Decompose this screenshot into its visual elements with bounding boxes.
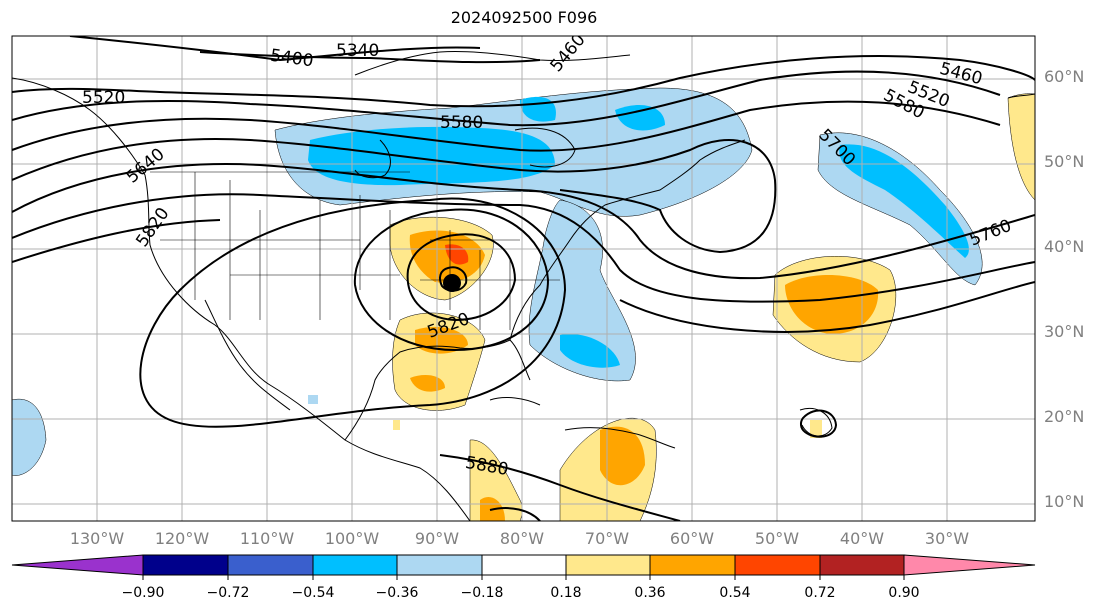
lon-label: 100°W [324,529,380,548]
lon-label: 80°W [499,529,545,548]
lat-label: 10°N [1044,492,1085,511]
gridlines [12,36,1035,521]
colorbar-tick-label: −0.72 [206,585,250,601]
lon-label: 90°W [414,529,460,548]
colorbar-tick-label: 0.18 [550,585,582,601]
lon-label: 40°W [839,529,885,548]
lat-label: 60°N [1044,67,1085,86]
contour-label: 5520 [82,88,125,108]
lat-label: 40°N [1044,237,1085,256]
colorbar-tick-label: 0.36 [634,585,666,601]
lon-label: 130°W [69,529,125,548]
height-contours [12,36,1035,521]
lon-label: 60°W [669,529,715,548]
map-frame [11,35,1036,522]
colorbar-tick-label: −0.18 [460,585,504,601]
lat-label: 50°N [1044,152,1085,171]
colorbar-tick-label: −0.54 [291,585,335,601]
map-title: 2024092500 F096 [450,8,598,27]
colorbar-tick-label: −0.90 [121,585,165,601]
lon-label: 120°W [154,529,210,548]
state-borders [150,171,560,330]
lat-label: 30°N [1044,322,1085,341]
negative-anomaly-shading [12,87,983,476]
contour-label: 5340 [336,41,379,61]
lon-label: 110°W [239,529,295,548]
colorbar-tick-label: 0.72 [804,585,836,601]
colorbar-tick-label: 0.90 [888,585,920,601]
low-center-dot [443,274,461,292]
contour-label: 5580 [440,113,483,133]
lon-label: 70°W [584,529,630,548]
colorbar-tick-label: −0.36 [375,585,419,601]
positive-anomaly-shading [389,93,1035,521]
lon-label: 30°W [924,529,970,548]
lat-label: 20°N [1044,407,1085,426]
lon-label: 50°W [754,529,800,548]
colorbar-tick-label: 0.54 [719,585,751,601]
